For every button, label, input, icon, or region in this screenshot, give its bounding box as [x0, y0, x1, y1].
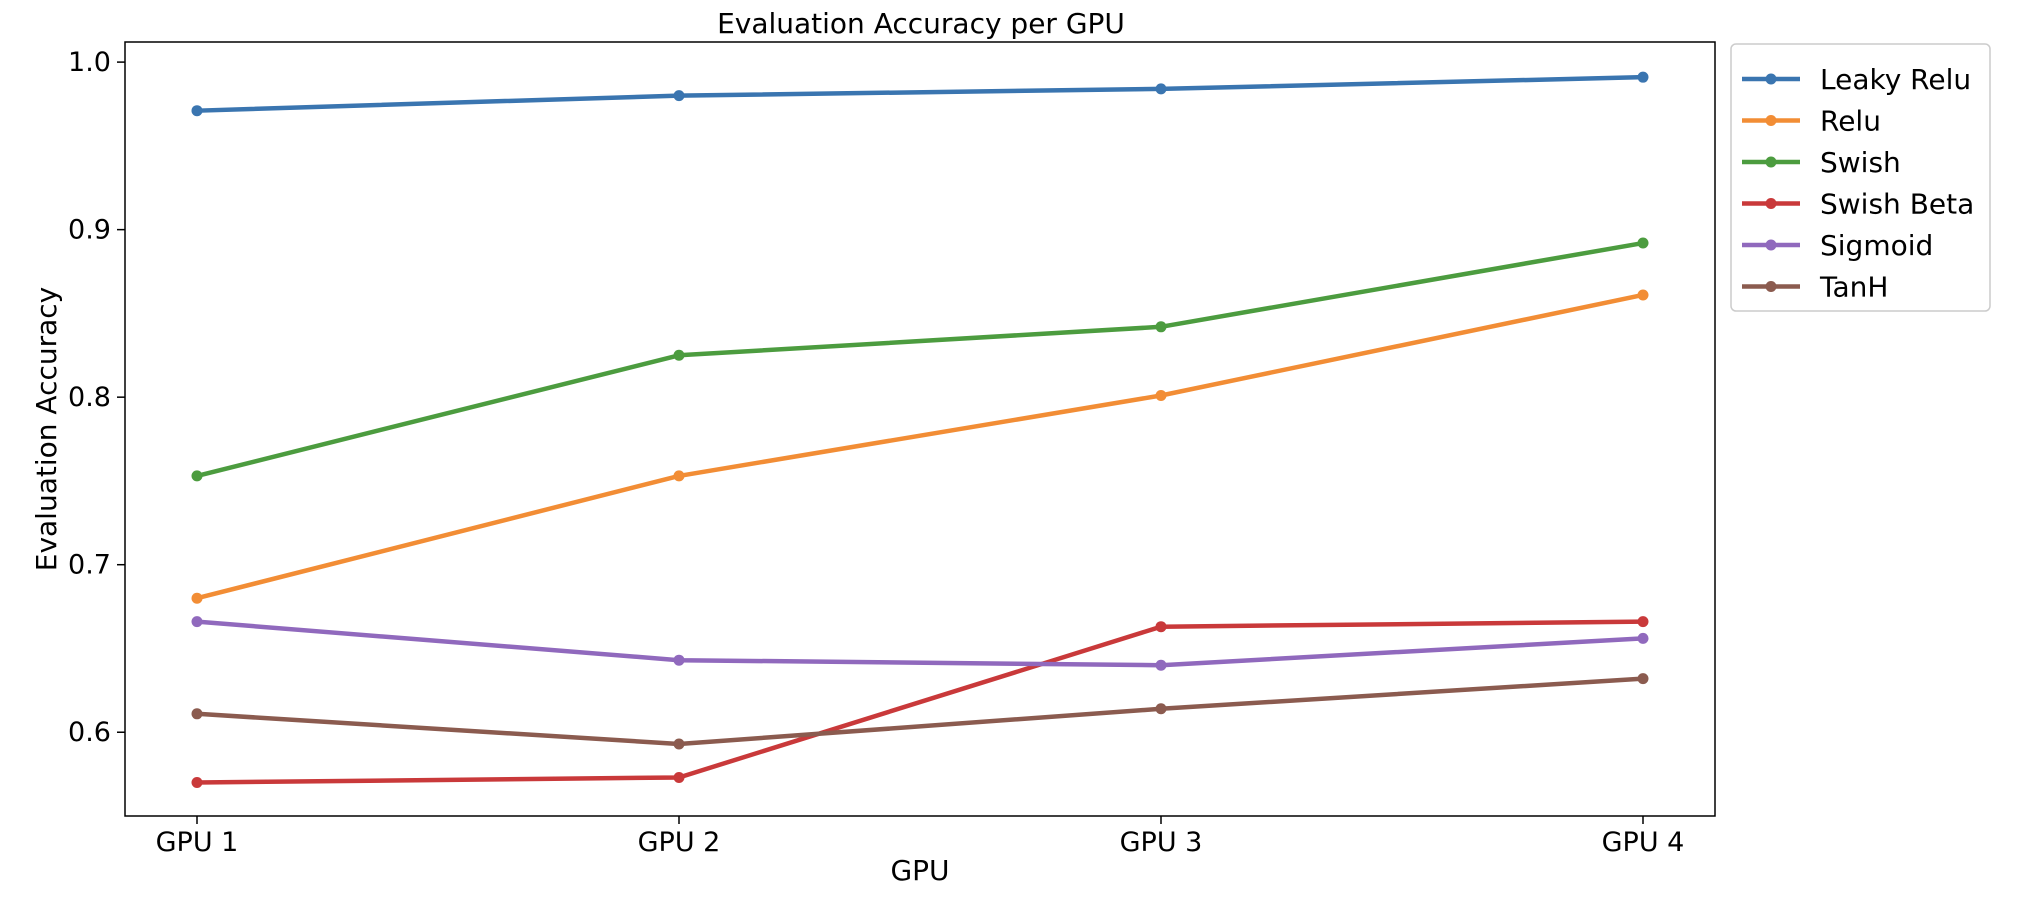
- x-tick-label: GPU 4: [1602, 827, 1685, 858]
- legend-item-leaky-relu: Leaky Relu: [1742, 63, 1971, 96]
- y-tick-label: 0.7: [68, 550, 111, 581]
- legend-label: Swish: [1820, 146, 1901, 179]
- legend-label: Swish Beta: [1820, 188, 1974, 221]
- legend-marker: [1765, 156, 1777, 168]
- series-line-sigmoid: [194, 619, 1646, 668]
- series-swish-beta: [191, 616, 1649, 788]
- plot-frame: [124, 41, 1716, 817]
- data-point-sigmoid: [1155, 659, 1167, 671]
- plot-area: [191, 71, 1649, 788]
- x-tick-label: GPU 3: [1120, 827, 1203, 858]
- legend-label: Relu: [1820, 105, 1881, 138]
- legend-item-tanh: TanH: [1742, 271, 1888, 304]
- data-point-tanh: [191, 708, 203, 720]
- series-line-swish: [194, 240, 1646, 479]
- legend: Leaky Relu Relu Swish Swish Beta Sigmoid TanH: [1730, 43, 1991, 312]
- y-tick-label: 0.9: [68, 215, 111, 246]
- legend-marker: [1765, 239, 1777, 251]
- data-point-tanh: [1155, 703, 1167, 715]
- legend-label: Leaky Relu: [1820, 63, 1971, 96]
- data-point-relu: [1637, 289, 1649, 301]
- data-point-swish-beta: [191, 776, 203, 788]
- data-point-tanh: [673, 738, 685, 750]
- x-axis: GPU 1 GPU 2 GPU 3 GPU 4: [156, 816, 1685, 858]
- series-leaky-relu: [191, 71, 1649, 117]
- data-point-sigmoid: [191, 616, 203, 628]
- data-point-swish: [191, 470, 203, 482]
- legend-marker: [1765, 73, 1777, 85]
- series-tanh: [191, 673, 1649, 750]
- data-point-relu: [673, 470, 685, 482]
- legend-marker: [1765, 198, 1777, 209]
- series-swish: [191, 237, 1649, 482]
- y-tick-label: 0.6: [68, 717, 111, 748]
- data-point-relu: [191, 592, 203, 604]
- data-point-tanh: [1637, 673, 1649, 685]
- series-line-tanh: [194, 676, 1646, 747]
- data-point-leaky-relu: [1155, 83, 1167, 95]
- y-axis: 0.6 0.7 0.8 0.9 1.0: [68, 47, 125, 748]
- data-point-sigmoid: [1637, 632, 1649, 644]
- y-tick-label: 1.0: [68, 47, 111, 78]
- series-sigmoid: [191, 616, 1649, 671]
- legend-item-sigmoid: Sigmoid: [1742, 229, 1933, 262]
- legend-item-relu: Relu: [1742, 105, 1881, 138]
- data-point-swish: [1637, 237, 1649, 249]
- data-point-leaky-relu: [673, 90, 685, 102]
- legend-label: TanH: [1819, 271, 1888, 304]
- legend-marker: [1765, 281, 1777, 292]
- series-line-relu: [194, 292, 1646, 601]
- x-tick-label: GPU 2: [638, 827, 721, 858]
- data-point-swish: [673, 349, 685, 361]
- data-point-leaky-relu: [1637, 71, 1649, 83]
- data-point-swish-beta: [673, 771, 685, 783]
- x-axis-label: GPU: [890, 854, 949, 887]
- legend-marker: [1765, 115, 1777, 126]
- y-tick-label: 0.8: [68, 382, 111, 413]
- data-point-swish-beta: [1155, 621, 1167, 633]
- data-point-sigmoid: [673, 654, 685, 666]
- series-line-leaky-relu: [194, 74, 1646, 113]
- chart-title: Evaluation Accuracy per GPU: [717, 7, 1125, 40]
- legend-item-swish: Swish: [1742, 146, 1901, 179]
- data-point-leaky-relu: [191, 105, 203, 117]
- data-point-swish: [1155, 321, 1167, 333]
- data-point-swish-beta: [1637, 616, 1649, 628]
- legend-label: Sigmoid: [1820, 229, 1933, 262]
- legend-item-swish-beta: Swish Beta: [1742, 188, 1974, 221]
- y-axis-label: Evaluation Accuracy: [30, 287, 63, 571]
- series-line-swish-beta: [194, 619, 1646, 785]
- series-relu: [191, 289, 1649, 604]
- x-tick-label: GPU 1: [156, 827, 239, 858]
- data-point-relu: [1155, 389, 1167, 401]
